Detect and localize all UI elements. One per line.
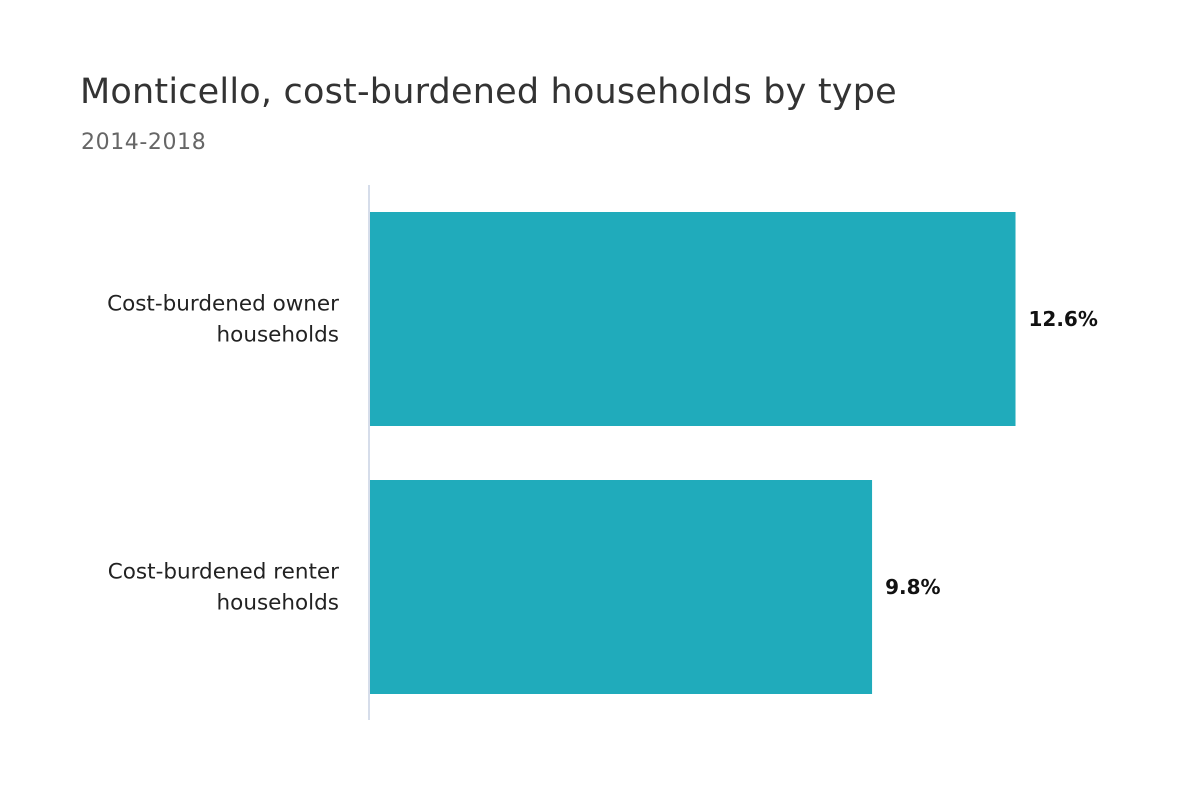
value-label-2: 9.8% xyxy=(885,575,940,599)
chart-subtitle: 2014-2018 xyxy=(81,130,207,155)
bars-group xyxy=(370,212,1016,694)
category-labels-group: Cost-burdened owner households Cost-burden… xyxy=(107,292,339,616)
value-label-1: 12.6% xyxy=(1029,307,1098,331)
bar-2 xyxy=(370,480,873,694)
value-labels-group: 12.6% 9.8% xyxy=(885,307,1098,599)
bar-1 xyxy=(370,212,1016,426)
category-label-1-line-1: Cost-burdened owner xyxy=(107,292,339,317)
category-label-2-line-1: Cost-burdened renter xyxy=(108,560,339,585)
chart-title: Monticello, cost-burdened households by … xyxy=(80,72,897,112)
category-label-1-line-2: households xyxy=(217,323,339,348)
category-label-2-line-2: households xyxy=(217,591,339,616)
